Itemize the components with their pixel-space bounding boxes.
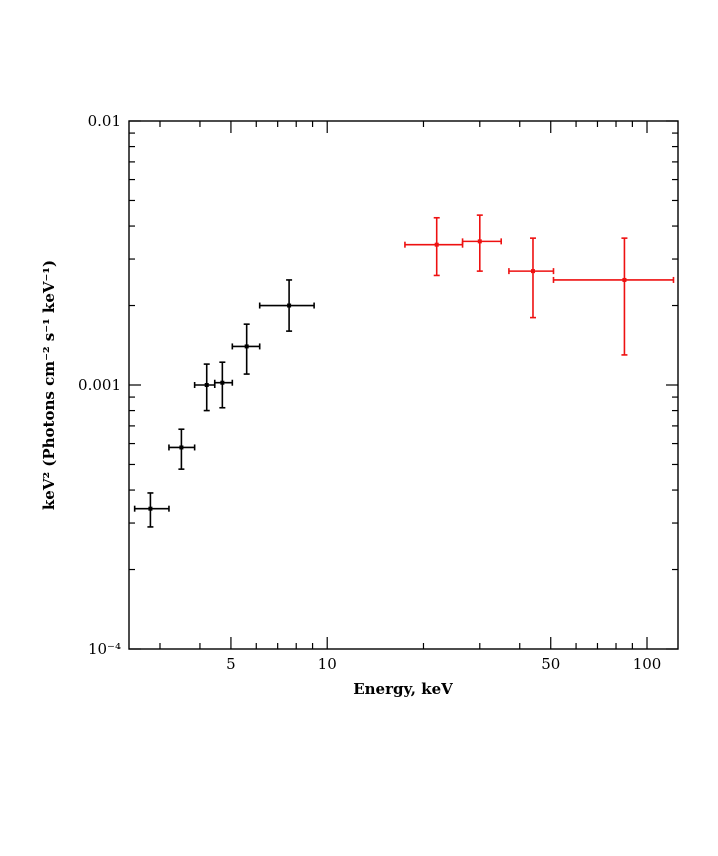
data-point bbox=[461, 214, 503, 272]
point-marker bbox=[220, 380, 225, 385]
y-tick-label: 0.001 bbox=[78, 376, 121, 394]
series-1 bbox=[133, 279, 315, 528]
y-axis-title: keV² (Photons cm⁻² s⁻¹ keV⁻¹) bbox=[40, 260, 58, 510]
point-marker bbox=[434, 242, 439, 247]
y-tick-labels: 10⁻⁴ 0.001 0.01 bbox=[78, 112, 121, 658]
point-marker bbox=[204, 383, 209, 387]
data-point bbox=[213, 361, 234, 409]
point-marker bbox=[179, 445, 184, 450]
x-tick-label: 50 bbox=[541, 655, 560, 673]
data-point bbox=[168, 428, 196, 470]
minor-ticks bbox=[129, 121, 678, 649]
point-marker bbox=[244, 344, 249, 349]
x-tick-label: 100 bbox=[633, 655, 662, 673]
x-tick-label: 10 bbox=[318, 655, 337, 673]
data-point bbox=[231, 323, 261, 375]
series-2 bbox=[404, 214, 675, 356]
point-marker bbox=[622, 277, 627, 282]
y-tick-label: 10⁻⁴ bbox=[88, 640, 121, 658]
point-marker bbox=[530, 269, 535, 274]
data-point bbox=[258, 279, 315, 332]
point-marker bbox=[477, 239, 482, 244]
major-ticks bbox=[129, 120, 678, 650]
x-tick-label: 5 bbox=[226, 655, 236, 673]
point-marker bbox=[148, 506, 153, 511]
data-point bbox=[552, 237, 675, 356]
y-tick-label: 0.01 bbox=[88, 112, 121, 130]
data-point bbox=[508, 237, 555, 319]
data-layer bbox=[133, 214, 675, 528]
data-point bbox=[404, 216, 464, 277]
x-axis-title: Energy, keV bbox=[353, 680, 453, 698]
data-point bbox=[193, 363, 216, 412]
x-tick-labels: 5 10 50 100 bbox=[226, 655, 661, 673]
data-point bbox=[133, 492, 170, 528]
point-marker bbox=[287, 303, 292, 308]
